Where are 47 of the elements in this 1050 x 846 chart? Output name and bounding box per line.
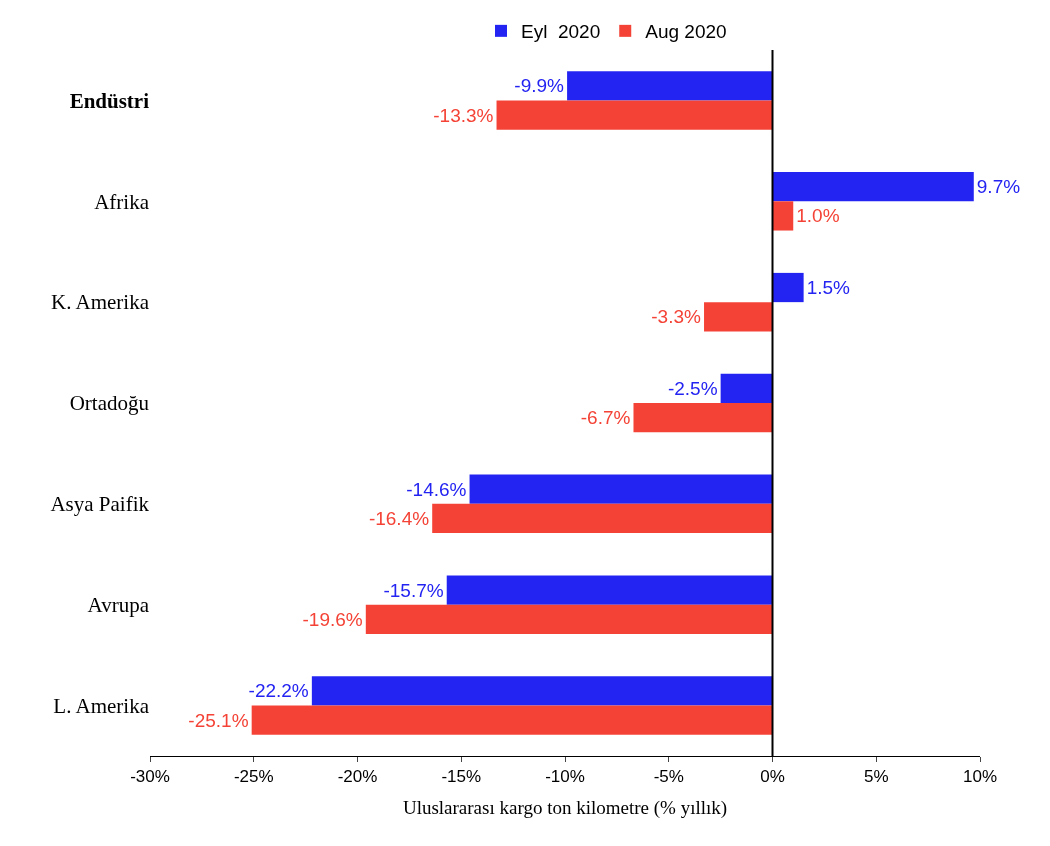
bar [772, 201, 794, 231]
bar [772, 272, 804, 303]
data-label: 1.0% [796, 205, 840, 227]
data-label: -9.9% [514, 75, 565, 97]
legend-label: Eyl 2020 [521, 21, 601, 43]
y-tick-label: Afrika [94, 189, 150, 214]
data-label: -6.7% [580, 407, 631, 429]
x-tick-label: -30% [130, 767, 170, 787]
data-label: 9.7% [976, 176, 1021, 198]
bar [720, 373, 773, 403]
x-tick-label: -5% [653, 767, 684, 787]
data-label: -14.6% [406, 478, 467, 500]
x-tick-label: -10% [545, 767, 585, 787]
data-label: -13.3% [433, 104, 494, 126]
y-tick-label: K. Amerika [51, 290, 150, 315]
bar [633, 403, 773, 433]
bar [446, 575, 773, 605]
x-tick-label: -25% [233, 767, 274, 787]
legend-label: Aug 2020 [645, 21, 727, 43]
y-tick-label: Endüstri [69, 88, 150, 113]
y-tick-label: L. Amerika [53, 693, 150, 718]
bar [311, 676, 773, 706]
x-tick-label: -15% [441, 767, 482, 787]
bar [432, 503, 773, 534]
x-tick-label: -20% [337, 767, 378, 787]
x-tick-label: 5% [863, 767, 889, 787]
data-label: -25.1% [188, 709, 249, 731]
bar [772, 172, 974, 202]
data-label: -22.2% [248, 680, 309, 702]
y-tick-label: Avrupa [87, 593, 150, 618]
bar [365, 604, 773, 634]
bar [567, 71, 773, 101]
data-label: -16.4% [368, 507, 430, 529]
data-label: 1.5% [806, 277, 851, 299]
x-axis-title: Uluslararası kargo ton kilometre (% yıllık) [402, 797, 728, 820]
data-label: -19.6% [302, 608, 363, 630]
x-tick-label: 0% [760, 767, 785, 787]
bar [469, 474, 773, 504]
y-tick-label: Ortadoğu [69, 391, 150, 416]
data-label: -3.3% [651, 306, 702, 328]
y-tick-label: Asya Paifik [50, 492, 150, 517]
bar [496, 100, 773, 130]
data-label: -2.5% [667, 377, 718, 399]
x-tick-label: 10% [962, 767, 998, 787]
bar [704, 302, 773, 332]
bar [251, 705, 773, 735]
data-label: -15.7% [383, 579, 444, 601]
